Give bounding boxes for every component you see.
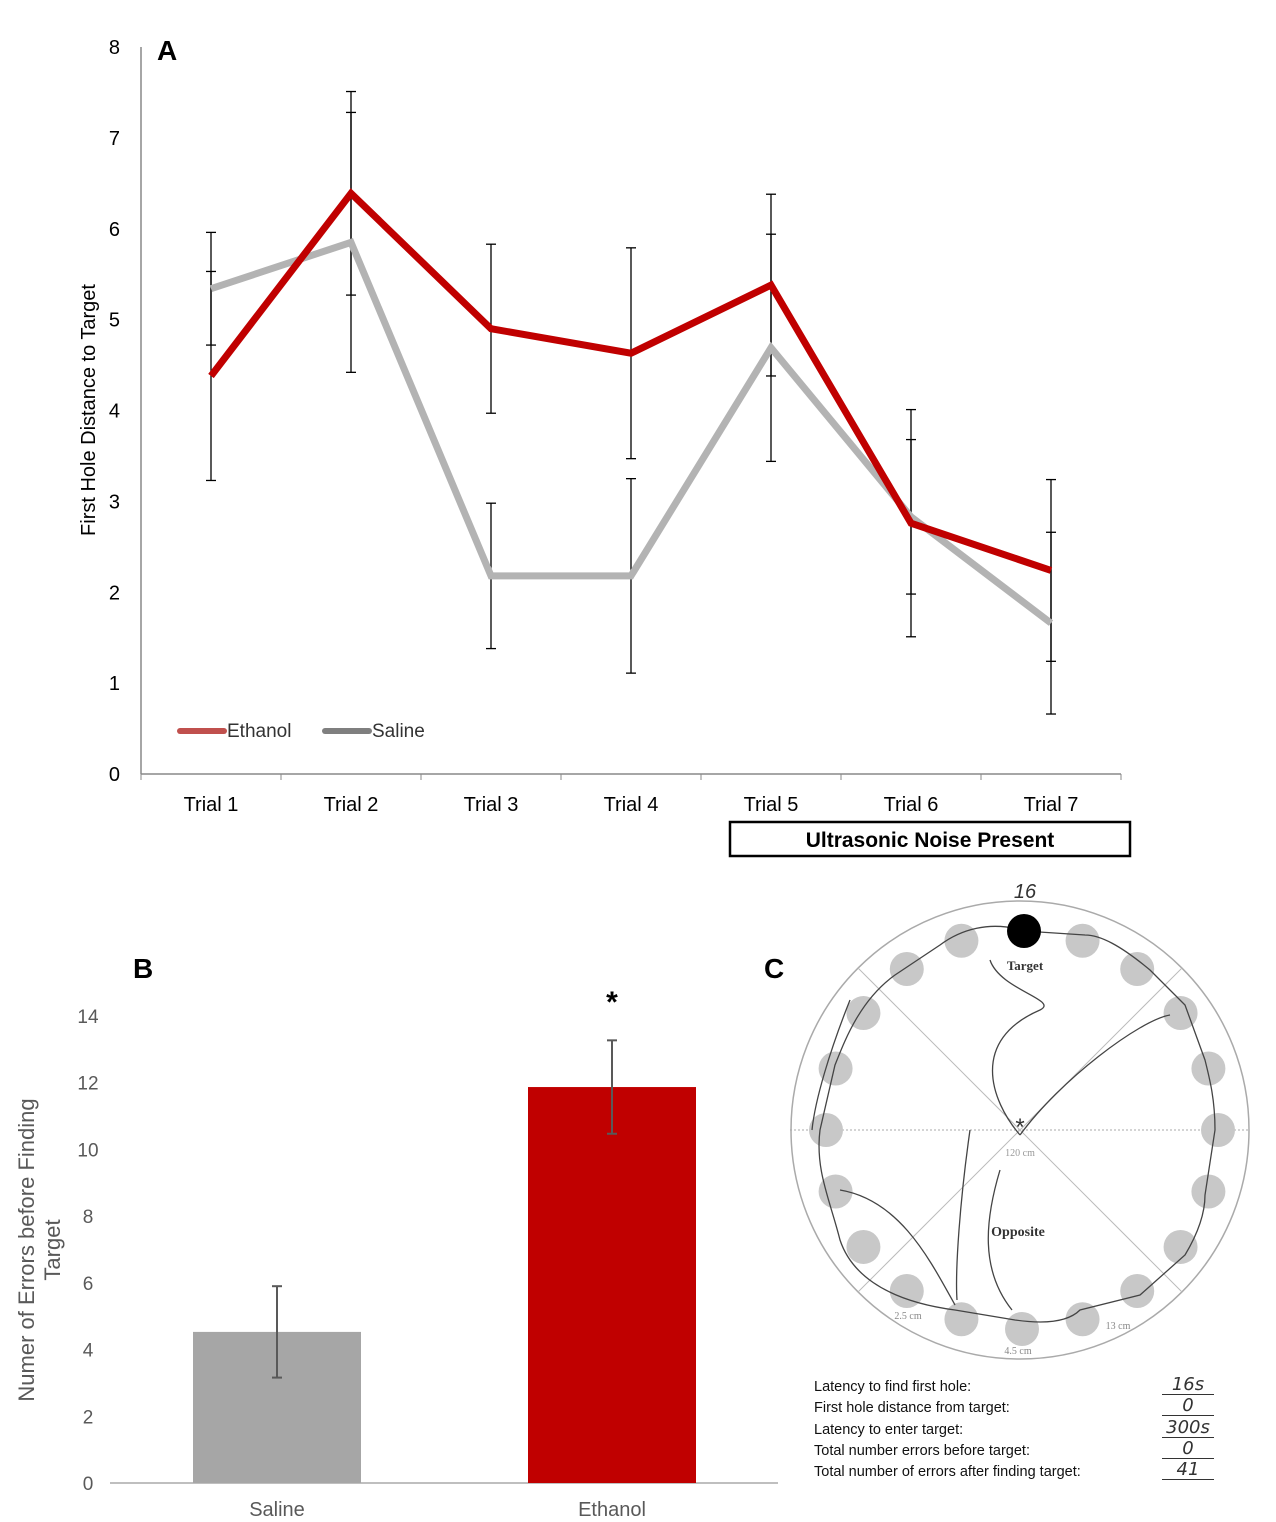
panel-a-legend: Ethanol Saline [177,721,425,742]
maze-hole [1005,1312,1039,1346]
maze-hole [809,1113,843,1147]
y-tick-label: 12 [77,1074,98,1095]
maze-hole [1120,1273,1155,1308]
info-value: 41 [1162,1461,1214,1480]
dim-label-edge: 4.5 cm [1004,1346,1031,1357]
maze-hole [846,1229,881,1264]
maze-hole [1191,1174,1226,1209]
animal-trace-path [811,925,1216,1323]
x-tick-label: Trial 5 [744,794,799,816]
legend-label-saline: Saline [372,721,425,742]
info-value: 16s [1162,1376,1214,1395]
info-label: First hole distance from target: [814,1400,1010,1416]
y-tick-label: 6 [109,219,120,241]
y-tick-label: 8 [109,37,120,59]
maze-hole [944,923,979,958]
bar-ethanol [528,1087,696,1483]
maze-hole [1065,1302,1100,1337]
maze-hole [1065,923,1100,958]
ultrasonic-noise-label: Ultrasonic Noise Present [806,829,1055,852]
handwritten-count: 16 [1014,881,1037,903]
panel-a-y-axis-label: First Hole Distance to Target [78,284,100,536]
panel-a-line-chart: A First Hole Distance to Target 0 1 2 3 4 5 6 7… [78,35,1132,858]
maze-hole [818,1174,853,1209]
info-value: 0 [1162,1440,1214,1459]
panel-b-bar-chart: B Numer of Errors before Finding Target … [14,953,778,1521]
y-tick-label: 7 [109,128,120,150]
ultrasonic-noise-box [728,820,1132,858]
y-tick-label: 10 [77,1140,98,1161]
maze-hole [1163,1229,1198,1264]
maze-hole [818,1051,853,1086]
x-tick-label: Saline [249,1499,305,1521]
y-tick-label: 6 [83,1274,94,1295]
panel-c-trace-diagram: C 16 Target Opposite 120 cm * 2.5 cm 4.5… [764,881,1250,1360]
y-tick-label: 5 [109,310,120,332]
maze-diagonal-2 [857,967,1183,1293]
panel-c-label: C [764,953,784,984]
info-label: Total number of errors after finding tar… [814,1464,1081,1480]
maze-hole [944,1302,979,1337]
x-tick-label: Trial 6 [884,794,939,816]
y-tick-label: 4 [109,401,120,423]
x-tick-label: Trial 3 [464,794,519,816]
maze-hole [1163,996,1198,1031]
dim-label-spacing: 13 cm [1106,1321,1131,1332]
center-star-icon: * [1015,1114,1024,1141]
target-hole [1007,914,1041,948]
info-label: Total number errors before target: [814,1443,1030,1459]
info-label: Latency to find first hole: [814,1379,972,1395]
panel-b-label: B [133,953,153,984]
y-tick-label: 2 [109,582,120,604]
x-tick-label: Trial 4 [604,794,659,816]
diameter-label: 120 cm [1005,1148,1035,1159]
x-tick-label: Ethanol [578,1499,646,1521]
y-tick-label: 1 [109,673,120,695]
legend-label-ethanol: Ethanol [227,721,291,742]
y-tick-label: 2 [83,1407,94,1428]
series-line-ethanol [208,188,1053,574]
maze-hole [889,1273,924,1308]
panel-b-y-axis-label-line2: Target [40,1219,65,1280]
maze-hole [1201,1113,1235,1147]
x-tick-label: Trial 7 [1024,794,1079,816]
y-tick-label: 8 [83,1207,94,1228]
maze-hole [889,952,924,987]
info-value: 300s [1162,1419,1214,1438]
x-tick-label: Trial 1 [184,794,239,816]
panel-b-y-axis-label-line1: Numer of Errors before Finding [14,1098,39,1401]
significance-star: * [606,986,618,1019]
y-tick-label: 14 [77,1007,99,1028]
maze-hole [1191,1051,1226,1086]
y-tick-label: 3 [109,491,120,513]
info-label: Latency to enter target: [814,1422,964,1438]
maze-hole [1120,952,1155,987]
target-label: Target [1007,958,1044,973]
info-value: 0 [1162,1397,1214,1416]
opposite-label: Opposite [991,1225,1045,1240]
y-tick-label: 4 [83,1341,94,1362]
dim-label-hole: 2.5 cm [894,1311,921,1322]
y-tick-label: 0 [109,764,120,786]
maze-hole [846,996,881,1031]
x-tick-label: Trial 2 [324,794,379,816]
panel-a-label: A [157,35,177,66]
y-tick-label: 0 [83,1474,94,1495]
